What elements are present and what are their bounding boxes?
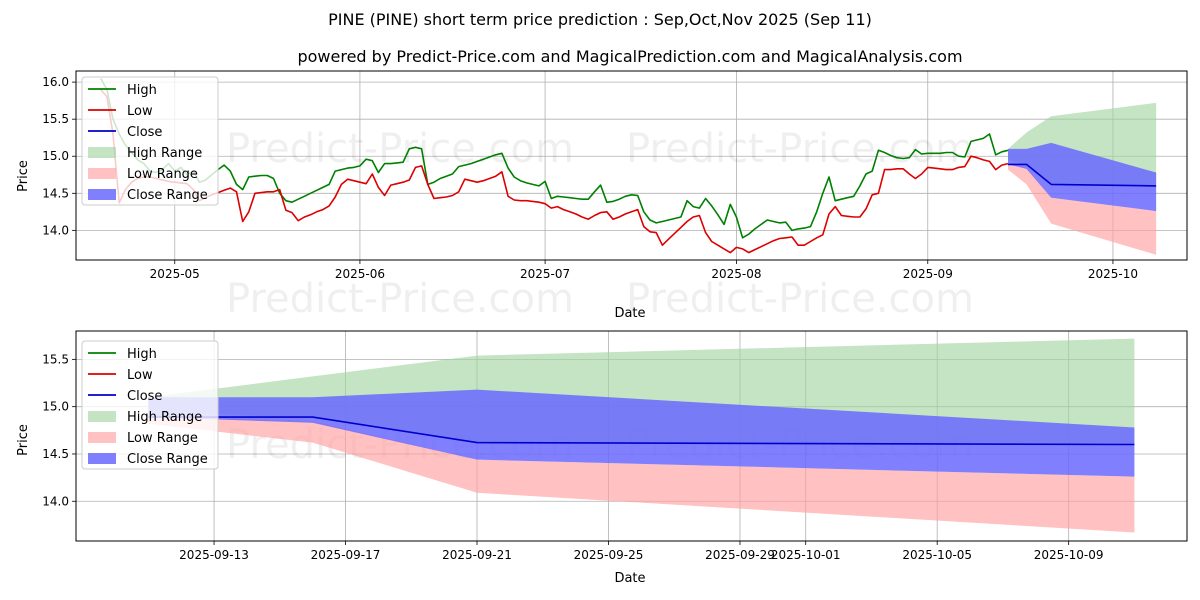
x-tick-label: 2025-09-17 [311,548,381,562]
legend-label: Low Range [127,431,198,446]
top-axes-frame [75,70,1188,261]
legend-label: Close Range [127,452,208,467]
x-tick-label: 2025-09 [903,267,953,281]
legend-swatch [88,411,116,422]
low-line [100,88,1009,254]
high-line [100,78,1009,239]
x-tick-label: 2025-05 [150,267,200,281]
y-tick-label: 15.5 [42,352,69,366]
y-tick-label: 15.5 [42,112,69,126]
x-tick-label: 2025-08 [711,267,761,281]
watermark: Predict-Price.com [226,276,574,322]
y-tick-label: 16.0 [42,75,69,89]
legend-label: Low [127,368,153,383]
close-range-band [1008,142,1157,212]
bottom-plot-area [148,338,1135,533]
bottom-tick-labels: 2025-09-13 2025-09-17 2025-09-21 2025-09-25… [42,352,1103,562]
legend-label: High Range [127,146,202,161]
bottom-axes-frame [75,330,1188,542]
bottom-xlabel: Date [614,571,645,586]
x-tick-label: 2025-09-21 [442,548,512,562]
legend-label: Low [127,104,153,119]
legend-label: High [127,83,157,98]
chart-title: PINE (PINE) short term price prediction … [328,10,872,29]
top-ylabel: Price [16,160,31,192]
x-tick-label: 2025-09-13 [179,548,249,562]
chart-subtitle: powered by Predict-Price.com and Magical… [297,47,962,66]
x-tick-label: 2025-10-05 [902,548,972,562]
x-tick-label: 2025-09-29 [705,548,775,562]
legend-label: Low Range [127,167,198,182]
y-tick-label: 14.0 [42,223,69,237]
bottom-ylabel: Price [16,424,31,456]
x-tick-label: 2025-10-09 [1034,548,1104,562]
legend-swatch [88,453,116,464]
legend-label: Close Range [127,188,208,203]
close-line [1008,163,1157,187]
watermark: Predict-Price.com [626,276,974,322]
y-tick-label: 14.0 [42,494,69,508]
x-tick-label: 2025-10-01 [771,548,841,562]
close-line [148,416,1135,446]
x-tick-label: 2025-10 [1088,267,1138,281]
panel-top: Predict-Price.com Predict-Price.com Pred… [16,70,1188,322]
panel-bottom: Predict-Price.com Predict-Price.com 2025… [16,330,1188,586]
x-tick-label: 2025-06 [335,267,385,281]
top-plot-area [100,78,1157,255]
top-legend: High Low Close High Range Low Range Close Ran… [81,76,219,206]
watermark: Predict-Price.com [226,126,574,172]
y-tick-label: 15.0 [42,400,69,414]
legend-label: High Range [127,410,202,425]
close-range-band [148,389,1135,477]
legend-swatch [88,189,116,200]
low-range-band [148,417,1135,533]
legend-label: Close [127,125,162,140]
legend-swatch [88,168,116,179]
legend-label: High [127,347,157,362]
top-xlabel: Date [614,306,645,321]
y-tick-label: 14.5 [42,447,69,461]
legend-swatch [88,432,116,443]
y-tick-label: 15.0 [42,149,69,163]
legend-swatch [88,147,116,158]
bottom-legend: High Low Close High Range Low Range Close Ran… [81,340,219,470]
watermark: Predict-Price.com [626,126,974,172]
legend-label: Close [127,389,162,404]
low-range-band [1008,164,1157,255]
top-tick-labels: 2025-05 2025-06 2025-07 2025-08 2025-09 2025-… [42,75,1138,281]
x-tick-label: 2025-09-25 [574,548,644,562]
y-tick-label: 14.5 [42,186,69,200]
x-tick-label: 2025-07 [520,267,570,281]
